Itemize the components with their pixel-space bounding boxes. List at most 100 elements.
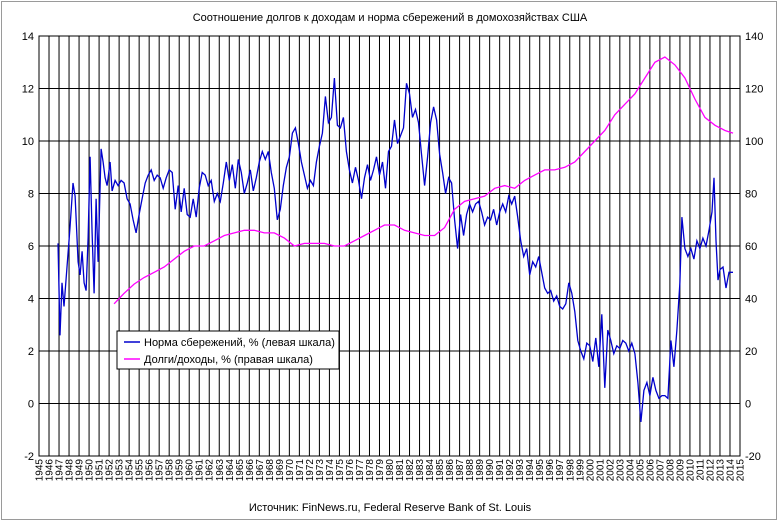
right-tick-label: 20	[745, 346, 757, 358]
left-tick-label: 10	[22, 136, 34, 148]
x-tick-label: 1964	[225, 459, 236, 482]
x-tick-label: 1977	[355, 459, 366, 482]
x-tick-label: 1951	[95, 459, 106, 482]
source-note: Источник: FinNews.ru, Federal Reserve Ba…	[249, 502, 532, 514]
series-line-savings-rate	[57, 77, 733, 422]
x-tick-label: 2011	[695, 459, 706, 481]
x-tick-label: 2013	[715, 459, 726, 482]
x-tick-label: 1945	[35, 459, 46, 482]
legend-box	[116, 330, 340, 370]
x-tick-label: 1972	[305, 459, 316, 482]
x-tick-label: 1966	[245, 459, 256, 482]
left-tick-label: 0	[28, 399, 34, 411]
x-tick-label: 1999	[575, 459, 586, 482]
x-tick-label: 1956	[145, 459, 156, 482]
x-tick-label: 1981	[395, 459, 406, 482]
series-line-debt-to-income	[113, 56, 734, 305]
chart-title: Соотношение долгов к доходам и норма сбе…	[193, 12, 588, 24]
left-tick-label: 6	[28, 241, 34, 253]
x-tick-label: 1987	[455, 459, 466, 482]
right-axis-ticks: -20 0 20 40 60 80 100 120 140	[745, 31, 763, 463]
left-tick-label: 12	[22, 84, 34, 96]
x-tick-label: 1988	[465, 459, 476, 482]
x-tick-label: 1997	[555, 459, 566, 482]
x-tick-label: 2000	[585, 459, 596, 482]
x-tick-label: 1998	[565, 459, 576, 482]
x-tick-label: 2002	[605, 459, 616, 482]
x-tick-label: 2010	[685, 459, 696, 482]
x-tick-label: 1957	[155, 459, 166, 482]
left-tick-label: 4	[28, 294, 34, 306]
left-tick-label: 14	[22, 31, 34, 43]
x-tick-label: 1980	[385, 459, 396, 482]
x-tick-label: 1982	[405, 459, 416, 482]
x-tick-label: 2007	[655, 459, 666, 482]
x-tick-label: 1949	[75, 459, 86, 482]
x-tick-label: 1960	[185, 459, 196, 482]
legend-label-debt: Долги/доходы, % (правая шкала)	[144, 354, 313, 366]
x-tick-label: 2009	[675, 459, 686, 482]
x-tick-label: 1967	[255, 459, 266, 482]
x-tick-label: 2001	[595, 459, 606, 482]
x-tick-label: 2006	[645, 459, 656, 482]
x-tick-label: 1952	[105, 459, 116, 482]
x-tick-label: 1996	[545, 459, 556, 482]
x-gridlines	[38, 36, 741, 456]
x-tick-label: 1976	[345, 459, 356, 482]
right-tick-label: 0	[745, 399, 751, 411]
x-tick-label: 1955	[135, 459, 146, 482]
x-tick-label: 1991	[495, 459, 506, 482]
right-tick-label: 140	[745, 31, 763, 43]
right-tick-label: 40	[745, 294, 757, 306]
x-tick-label: 1974	[325, 459, 336, 482]
x-tick-label: 1963	[215, 459, 226, 482]
x-tick-label: 1983	[415, 459, 426, 482]
x-tick-label: 1979	[375, 459, 386, 482]
left-axis-ticks: -2 0 2 4 6 8 10 12 14	[22, 31, 34, 463]
x-tick-label: 1959	[175, 459, 186, 482]
legend: Норма сбережений, % (левая шкала) Долги/…	[116, 330, 340, 370]
left-tick-label: -2	[24, 451, 34, 463]
x-tick-label: 1958	[165, 459, 176, 482]
right-tick-label: 120	[745, 84, 763, 96]
x-tick-label: 2004	[625, 459, 636, 482]
x-tick-label: 1986	[445, 459, 456, 482]
x-tick-label: 2003	[615, 459, 626, 482]
x-axis-ticks: 1945 1946 1947 1948 1949 1950 1951 1952 1953 1954…	[35, 459, 747, 482]
x-tick-label: 1946	[45, 459, 56, 482]
x-tick-label: 1984	[425, 459, 436, 482]
x-tick-label: 1970	[285, 459, 296, 482]
x-tick-label: 1995	[535, 459, 546, 482]
left-tick-label: 2	[28, 346, 34, 358]
legend-label-savings: Норма сбережений, % (левая шкала)	[144, 337, 335, 349]
x-tick-label: 1965	[235, 459, 246, 482]
x-tick-label: 1993	[515, 459, 526, 482]
x-tick-label: 2012	[705, 459, 716, 482]
x-tick-label: 1954	[125, 459, 136, 482]
right-tick-label: 100	[745, 136, 763, 148]
x-tick-label: 1948	[65, 459, 76, 482]
left-tick-label: 8	[28, 189, 34, 201]
x-tick-label: 1973	[315, 459, 326, 482]
x-tick-label: 1961	[195, 459, 206, 482]
x-tick-label: 2008	[665, 459, 676, 482]
x-tick-label: 2014	[725, 459, 736, 482]
x-tick-label: 1978	[365, 459, 376, 482]
right-tick-label: 60	[745, 241, 757, 253]
x-tick-label: 1962	[205, 459, 216, 482]
x-tick-label: 1975	[335, 459, 346, 482]
x-tick-label: 1971	[295, 459, 306, 482]
x-tick-label: 2005	[635, 459, 646, 482]
x-tick-label: 1985	[435, 459, 446, 482]
x-tick-label: 1968	[265, 459, 276, 482]
right-tick-label: 80	[745, 189, 757, 201]
x-tick-label: 1947	[55, 459, 66, 482]
x-tick-label: 1989	[475, 459, 486, 482]
x-tick-label: 1994	[525, 459, 536, 482]
x-tick-label: 1953	[115, 459, 126, 482]
x-tick-label: 1969	[275, 459, 286, 482]
x-tick-label: 1992	[505, 459, 516, 482]
right-tick-label: -20	[745, 451, 761, 463]
x-tick-label: 1990	[485, 459, 496, 482]
